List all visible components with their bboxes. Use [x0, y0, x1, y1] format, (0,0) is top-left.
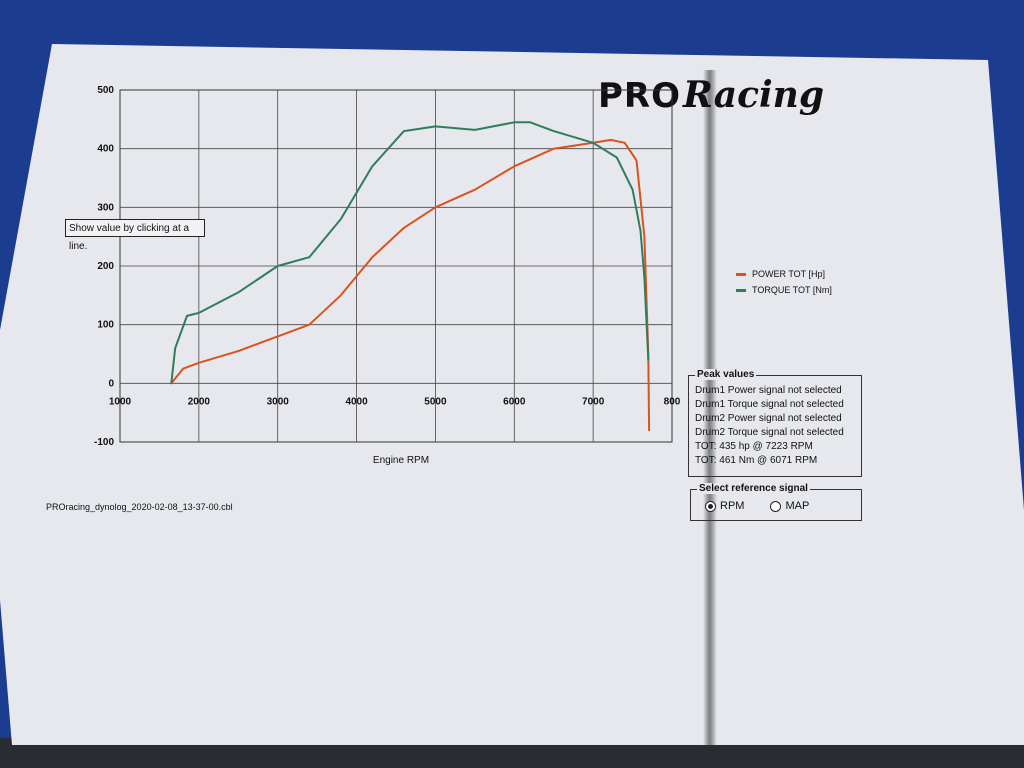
- legend-label-torque: TORQUE TOT [Nm]: [752, 285, 832, 295]
- radio-map-indicator[interactable]: [770, 500, 782, 512]
- torque-curve: [170, 121, 650, 385]
- chart-grid: [119, 89, 673, 443]
- chart-series: [170, 121, 651, 432]
- y-tick-label: 0: [108, 378, 114, 389]
- legend-item-torque[interactable]: TORQUE TOT [Nm]: [736, 282, 832, 298]
- peak-values-title: Peak values: [695, 369, 757, 380]
- x-tick-label: 3000: [267, 396, 290, 407]
- click-hint-text: Show value by clicking at a line.: [69, 223, 190, 252]
- peak-line: Drum2 Torque signal not selected: [695, 427, 844, 438]
- legend-swatch-power: [736, 272, 746, 276]
- y-tick-label: 100: [97, 320, 114, 331]
- x-axis-label: Engine RPM: [373, 455, 429, 466]
- x-tick-labels: 1000 2000 3000 4000 5000 6000 7000 800: [109, 396, 681, 407]
- chart-legend: POWER TOT [Hp] TORQUE TOT [Nm]: [736, 266, 832, 298]
- y-tick-label: 300: [97, 202, 114, 213]
- y-tick-label: 400: [97, 144, 114, 155]
- reference-signal-panel: Select reference signal RPM MAP: [690, 483, 862, 521]
- x-tick-label: 1000: [109, 396, 132, 407]
- power-curve: [170, 138, 651, 432]
- radio-map-label: MAP: [785, 500, 810, 512]
- peak-line-torque: TOT: 461 Nm @ 6071 RPM: [695, 455, 818, 466]
- x-tick-label: 4000: [345, 396, 368, 407]
- legend-label-power: POWER TOT [Hp]: [752, 269, 826, 279]
- y-tick-label: 500: [97, 85, 114, 96]
- radio-map[interactable]: MAP: [770, 500, 809, 512]
- logo-racing-text: Racing: [683, 74, 825, 116]
- paper-fold-line: [703, 70, 717, 750]
- radio-rpm-label: RPM: [720, 500, 745, 512]
- legend-item-power[interactable]: POWER TOT [Hp]: [736, 266, 832, 282]
- y-tick-label: -100: [94, 437, 114, 448]
- x-tick-label: 6000: [503, 396, 526, 407]
- peak-line: Drum1 Torque signal not selected: [695, 399, 844, 410]
- radio-rpm-indicator[interactable]: [705, 500, 716, 512]
- peak-values-panel: Peak values Drum1 Power signal not selec…: [688, 369, 862, 477]
- peak-line: Drum2 Power signal not selected: [695, 413, 842, 424]
- reference-signal-title: Select reference signal: [697, 483, 810, 494]
- proracing-logo: PRORacing: [598, 74, 825, 116]
- x-tick-label: 5000: [424, 396, 447, 407]
- logo-pro-text: PRO: [598, 76, 682, 116]
- log-filename: PROracing_dynolog_2020-02-08_13-37-00.cb…: [46, 502, 233, 512]
- x-tick-label: 2000: [188, 396, 211, 407]
- click-hint-box: Show value by clicking at a line.: [65, 219, 205, 252]
- x-tick-label: 7000: [582, 396, 605, 407]
- radio-rpm[interactable]: RPM: [705, 500, 744, 512]
- peak-line-power: TOT: 435 hp @ 7223 RPM: [695, 441, 813, 452]
- peak-line: Drum1 Power signal not selected: [695, 385, 842, 396]
- y-tick-label: 200: [97, 261, 114, 272]
- legend-swatch-torque: [736, 288, 746, 292]
- x-tick-label: 800: [664, 396, 681, 407]
- y-tick-labels: 500 400 300 200 100 0 -100: [94, 85, 114, 448]
